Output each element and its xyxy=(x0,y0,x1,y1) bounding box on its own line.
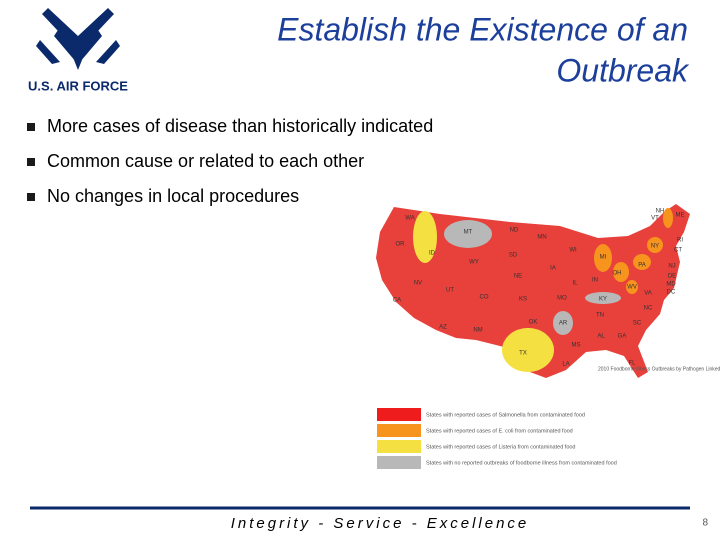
footer-motto: Integrity - Service - Excellence xyxy=(231,515,530,532)
state-highlight xyxy=(553,311,573,335)
state-label: KS xyxy=(519,297,527,303)
state-label: MN xyxy=(537,235,546,241)
state-label: AR xyxy=(559,321,568,327)
state-label: VA xyxy=(644,291,652,297)
state-label: GA xyxy=(618,334,627,340)
logo-wing xyxy=(54,30,102,62)
state-label: CT xyxy=(674,248,682,254)
state-label: MS xyxy=(572,343,581,349)
legend-swatch xyxy=(377,440,421,453)
state-label: MI xyxy=(600,255,607,261)
state-label: OK xyxy=(529,320,538,326)
map xyxy=(376,204,690,378)
state-label: NV xyxy=(414,281,422,287)
state-label: WA xyxy=(405,216,414,222)
state-label: TN xyxy=(596,313,604,319)
state-label: SC xyxy=(633,321,642,327)
legend-label: States with reported cases of Listeria f… xyxy=(426,444,576,450)
state-label: IL xyxy=(572,281,578,287)
state-label: CA xyxy=(393,298,401,304)
state-highlight xyxy=(585,292,621,304)
state-label: OH xyxy=(613,271,622,277)
state-label: ME xyxy=(676,213,685,219)
state-label: PA xyxy=(638,263,646,269)
state-label: WI xyxy=(569,248,577,254)
logo-wing xyxy=(36,40,60,64)
map-caption: 2010 Foodborne Illness Outbreaks by Path… xyxy=(598,366,720,372)
us-map xyxy=(376,204,690,378)
state-label: UT xyxy=(446,288,454,294)
page-number: 8 xyxy=(702,518,708,529)
logo-star xyxy=(70,36,86,70)
state-label: AL xyxy=(597,334,605,340)
title: Establish the Existence of an xyxy=(277,11,688,47)
state-label: AZ xyxy=(439,325,447,331)
state-highlight xyxy=(444,220,492,248)
state-label: NJ xyxy=(668,264,675,270)
state-label: MD xyxy=(666,282,676,288)
state-label: NY xyxy=(651,244,659,250)
state-label: FL xyxy=(628,361,636,367)
state-label: KY xyxy=(599,297,607,303)
state-label: IA xyxy=(550,266,556,272)
state-label: MT xyxy=(464,230,473,236)
logo xyxy=(36,8,120,70)
state-label: NE xyxy=(514,274,522,280)
legend-swatch xyxy=(377,424,421,437)
state-label: WY xyxy=(469,260,479,266)
state-label: OR xyxy=(396,242,406,248)
state-label: DE xyxy=(668,274,676,280)
bullet-text: More cases of disease than historically … xyxy=(47,116,433,136)
state-label: NM xyxy=(473,328,482,334)
state-label: SD xyxy=(509,253,518,259)
legend-label: States with reported cases of E. coli fr… xyxy=(426,428,573,434)
legend-swatch xyxy=(377,408,421,421)
state-label: LA xyxy=(562,362,569,368)
legend-label: States with no reported outbreaks of foo… xyxy=(426,460,617,466)
state-label: CO xyxy=(480,295,489,301)
logo-wing xyxy=(96,40,120,64)
bullet-marker xyxy=(27,123,35,131)
state-highlight xyxy=(663,208,673,228)
title: Outbreak xyxy=(556,52,690,88)
state-highlight xyxy=(626,280,638,294)
state-highlight xyxy=(502,328,554,372)
state-label: NC xyxy=(644,306,653,312)
logo-text: U.S. AIR FORCE xyxy=(28,78,128,93)
state-label: IN xyxy=(592,278,598,284)
legend-swatch xyxy=(377,456,421,469)
state-label: WV xyxy=(627,285,637,291)
state-label: ID xyxy=(429,251,436,257)
state-label: RI xyxy=(677,238,683,244)
state-highlight xyxy=(633,254,651,270)
state-label: VT xyxy=(651,216,659,222)
state-highlight xyxy=(613,262,629,282)
state-label: DC xyxy=(667,290,676,296)
state-label: NH xyxy=(656,209,665,215)
legend-label: States with reported cases of Salmonella… xyxy=(426,412,585,418)
state-label: MO xyxy=(557,296,567,302)
bullet-marker xyxy=(27,158,35,166)
state-highlight xyxy=(594,244,612,272)
state-highlight xyxy=(647,237,663,253)
state-highlight xyxy=(413,211,437,263)
bullet-text: Common cause or related to each other xyxy=(47,151,364,171)
state-label: ND xyxy=(510,228,519,234)
bullet-text: No changes in local procedures xyxy=(47,186,299,206)
state-label: TX xyxy=(519,351,527,357)
bullet-marker xyxy=(27,193,35,201)
